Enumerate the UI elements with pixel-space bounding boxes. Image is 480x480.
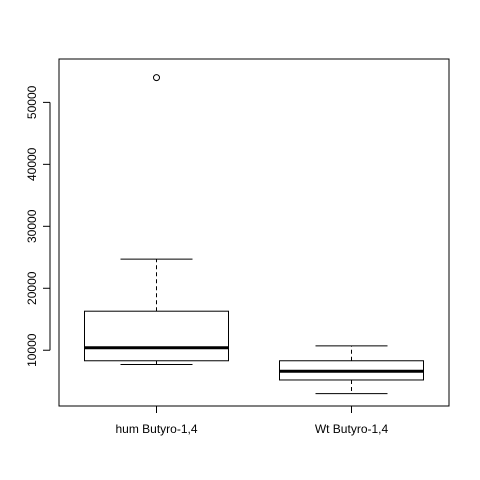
x-axis: hum Butyro-1,4 Wt Butyro-1,4 — [115, 405, 389, 436]
box-group — [84, 74, 229, 365]
iqr-box — [84, 310, 229, 362]
y-tick-label: 50000 — [25, 85, 39, 119]
y-tick-label: 40000 — [25, 147, 39, 181]
box-series — [84, 74, 424, 395]
y-tick-label: 30000 — [25, 209, 39, 243]
box-group — [279, 345, 424, 395]
x-tick-label: Wt Butyro-1,4 — [315, 422, 389, 436]
y-axis: 10000 20000 30000 40000 50000 — [25, 85, 51, 367]
plot-frame — [58, 58, 450, 407]
y-tick-label: 20000 — [25, 271, 39, 305]
x-tick-label: hum Butyro-1,4 — [115, 422, 197, 436]
outlier-point — [153, 74, 160, 82]
y-tick-label: 10000 — [25, 333, 39, 367]
